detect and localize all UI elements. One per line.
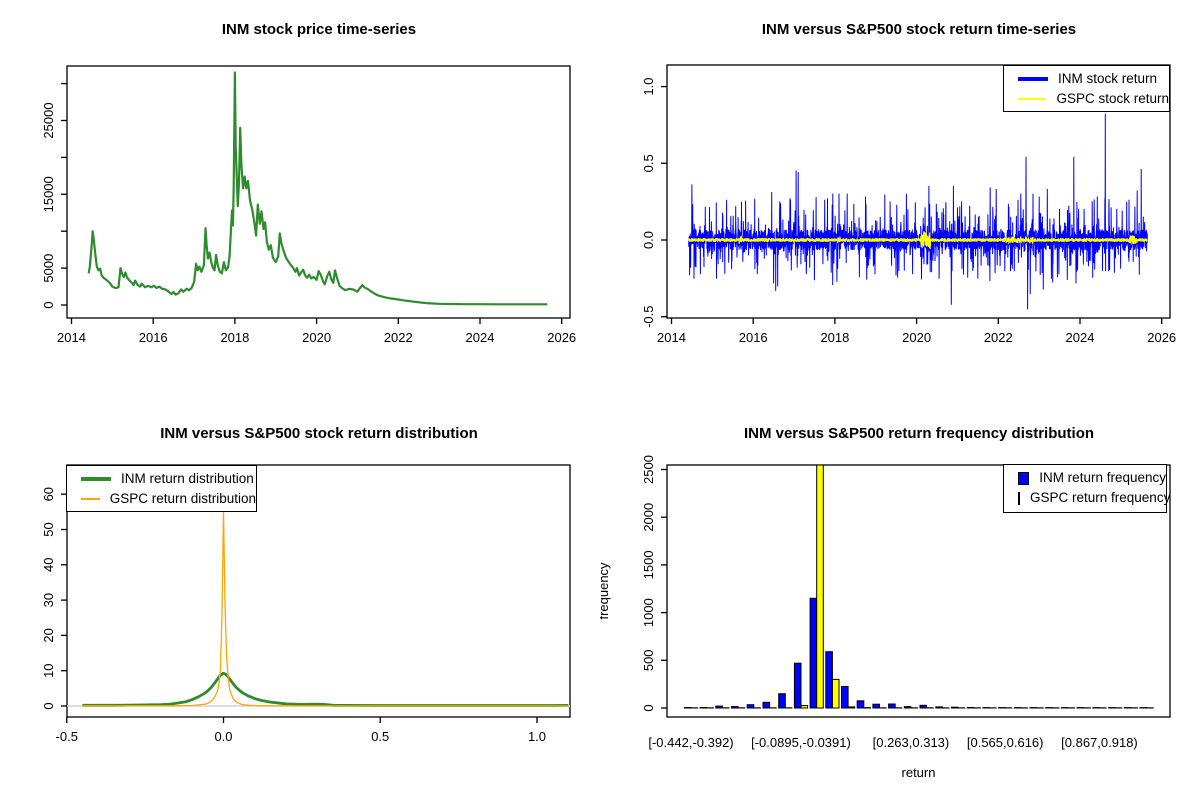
svg-text:2500: 2500 bbox=[641, 455, 656, 484]
legend-label: GSPC return distribution bbox=[109, 491, 256, 506]
density-chart-canvas: -0.5 0.0 0.5 1.0 0 10 20 30 40 50 60 bbox=[41, 464, 571, 744]
svg-text:60: 60 bbox=[41, 487, 56, 501]
svg-text:2020: 2020 bbox=[302, 330, 331, 345]
svg-text:2014: 2014 bbox=[657, 330, 686, 345]
svg-text:2016: 2016 bbox=[139, 330, 168, 345]
svg-text:500: 500 bbox=[641, 649, 656, 671]
gspc-return-line-swatch-icon bbox=[1018, 98, 1047, 100]
gspc-density-line-swatch-icon bbox=[81, 498, 100, 500]
svg-text:[0.263,0.313): [0.263,0.313) bbox=[873, 735, 950, 750]
svg-text:30: 30 bbox=[41, 593, 56, 607]
svg-text:[-0.442,-0.392): [-0.442,-0.392) bbox=[648, 735, 733, 750]
legend-label: INM return frequency bbox=[1039, 470, 1166, 485]
svg-text:frequency: frequency bbox=[600, 562, 611, 620]
svg-text:2020: 2020 bbox=[902, 330, 931, 345]
svg-text:2022: 2022 bbox=[984, 330, 1013, 345]
inm-return-line-swatch-icon bbox=[1018, 77, 1048, 81]
svg-text:2026: 2026 bbox=[547, 330, 576, 345]
legend-label: INM return distribution bbox=[121, 471, 254, 486]
svg-text:1500: 1500 bbox=[641, 550, 656, 579]
legend-item: GSPC return distribution bbox=[81, 489, 256, 509]
legend-item: INM return distribution bbox=[81, 469, 256, 489]
svg-text:0.5: 0.5 bbox=[371, 729, 389, 744]
legend-item: GSPC return frequency bbox=[1018, 488, 1170, 508]
returns-chart-title: INM versus S&P500 stock return time-seri… bbox=[761, 21, 1077, 38]
returns-legend: INM stock return GSPC stock return bbox=[1003, 65, 1170, 112]
svg-text:20: 20 bbox=[41, 628, 56, 642]
returns-chart-canvas: 2014 2016 2018 2020 2022 2024 2026 -0.5 0.0 0.5 1.… bbox=[641, 64, 1176, 345]
svg-text:2018: 2018 bbox=[220, 330, 249, 345]
svg-text:2022: 2022 bbox=[384, 330, 413, 345]
svg-text:50: 50 bbox=[41, 522, 56, 536]
svg-text:0: 0 bbox=[641, 704, 656, 711]
svg-text:-0.5: -0.5 bbox=[56, 729, 78, 744]
legend-item: INM return frequency bbox=[1018, 468, 1166, 488]
legend-item: GSPC stock return bbox=[1018, 89, 1169, 109]
svg-text:2016: 2016 bbox=[739, 330, 768, 345]
price-chart-title: INM stock price time-series bbox=[221, 21, 417, 38]
svg-text:2024: 2024 bbox=[466, 330, 495, 345]
svg-text:2014: 2014 bbox=[57, 330, 86, 345]
density-legend: INM return distribution GSPC return dist… bbox=[66, 465, 257, 512]
svg-text:[0.867,0.918): [0.867,0.918) bbox=[1061, 735, 1138, 750]
svg-text:5000: 5000 bbox=[41, 254, 56, 283]
legend-label: GSPC return frequency bbox=[1030, 490, 1171, 505]
panel-return-frequency: 0 500 1000 1500 2000 2500 [-0.442,-0.392) [-0.0… bbox=[600, 400, 1200, 800]
svg-text:2024: 2024 bbox=[1066, 330, 1095, 345]
price-chart-canvas: 2014 2016 2018 2020 2022 2024 2026 0 5000 15000 25… bbox=[41, 65, 576, 345]
svg-text:-0.5: -0.5 bbox=[641, 305, 656, 327]
panel-return-distribution: -0.5 0.0 0.5 1.0 0 10 20 30 40 50 60 INM versus S&… bbox=[0, 400, 600, 800]
svg-text:1000: 1000 bbox=[641, 598, 656, 627]
svg-text:0: 0 bbox=[41, 301, 56, 308]
legend-label: GSPC stock return bbox=[1056, 91, 1169, 106]
panel-return-series: 2014 2016 2018 2020 2022 2024 2026 -0.5 0.0 0.5 1.… bbox=[600, 0, 1200, 400]
svg-text:0.5: 0.5 bbox=[641, 154, 656, 172]
legend-item: INM stock return bbox=[1018, 69, 1169, 89]
svg-text:25000: 25000 bbox=[41, 102, 56, 138]
svg-text:0.0: 0.0 bbox=[214, 729, 232, 744]
svg-text:return: return bbox=[902, 765, 936, 780]
legend-label: INM stock return bbox=[1058, 71, 1158, 86]
frequency-chart-title: INM versus S&P500 return frequency distr… bbox=[743, 425, 1095, 442]
svg-text:2000: 2000 bbox=[641, 503, 656, 532]
svg-text:1.0: 1.0 bbox=[641, 78, 656, 96]
svg-text:40: 40 bbox=[41, 558, 56, 572]
frequency-legend: INM return frequency GSPC return frequen… bbox=[1003, 464, 1170, 513]
svg-text:2026: 2026 bbox=[1147, 330, 1176, 345]
inm-density-line-swatch-icon bbox=[81, 477, 111, 481]
svg-text:[-0.0895,-0.0391): [-0.0895,-0.0391) bbox=[751, 735, 851, 750]
svg-text:0: 0 bbox=[41, 702, 56, 709]
svg-text:15000: 15000 bbox=[41, 176, 56, 212]
inm-frequency-square-swatch-icon bbox=[1018, 471, 1030, 485]
svg-text:1.0: 1.0 bbox=[528, 729, 546, 744]
svg-text:0.0: 0.0 bbox=[641, 231, 656, 249]
gspc-frequency-square-swatch-icon bbox=[1018, 491, 1020, 505]
svg-text:10: 10 bbox=[41, 663, 56, 677]
panel-price-series: 2014 2016 2018 2020 2022 2024 2026 0 5000 15000 25… bbox=[0, 0, 600, 400]
svg-text:2018: 2018 bbox=[820, 330, 849, 345]
svg-text:[0.565,0.616): [0.565,0.616) bbox=[967, 735, 1044, 750]
density-chart-title: INM versus S&P500 stock return distribut… bbox=[160, 425, 478, 442]
frequency-chart-canvas: 0 500 1000 1500 2000 2500 [-0.442,-0.392) [-0.0… bbox=[600, 455, 1171, 780]
